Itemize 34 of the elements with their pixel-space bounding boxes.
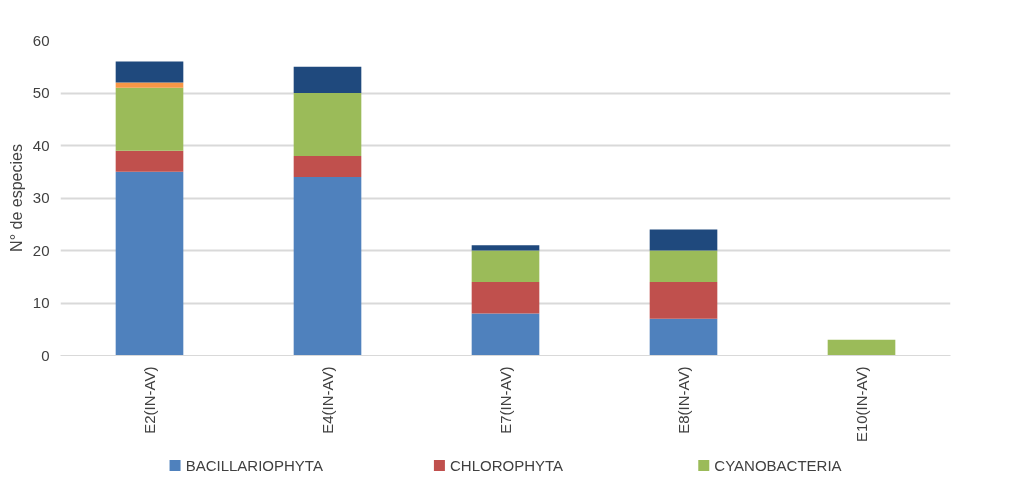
y-tick-label: 40 xyxy=(32,136,50,154)
bar xyxy=(649,229,718,251)
bar xyxy=(649,318,718,356)
x-tick-label: E10(IN-AV) xyxy=(853,366,870,443)
bar xyxy=(115,61,184,83)
x-tick-label: E4(IN-AV) xyxy=(319,366,336,434)
bar xyxy=(649,250,718,282)
bar xyxy=(293,177,362,356)
y-tick-label: 30 xyxy=(32,189,50,206)
bar xyxy=(293,66,362,93)
bar xyxy=(471,313,540,356)
y-tick-label: 60 xyxy=(32,31,50,49)
bar xyxy=(471,282,540,314)
bar xyxy=(115,171,184,356)
bar xyxy=(293,156,362,177)
bar xyxy=(115,82,184,88)
y-tick-label: 50 xyxy=(32,84,50,101)
bar xyxy=(115,150,184,172)
legend-label: CHLOROPHYTA xyxy=(449,457,564,474)
y-tick-label: 10 xyxy=(32,294,50,311)
x-tick-label: E8(IN-AV) xyxy=(675,366,692,434)
bar xyxy=(115,87,184,151)
bar xyxy=(293,93,362,156)
bar xyxy=(471,250,540,282)
bar xyxy=(827,339,896,356)
bar xyxy=(649,282,718,319)
y-tick-label: 0 xyxy=(41,346,50,364)
x-tick-label: E2(IN-AV) xyxy=(141,366,158,434)
bar xyxy=(471,245,540,251)
legend-label: CYANOBACTERIA xyxy=(714,457,842,474)
y-tick-label: 20 xyxy=(32,241,50,259)
y-axis-title: N° de especies xyxy=(7,144,25,252)
legend-label: BACILLARIOPHYTA xyxy=(185,457,323,474)
x-tick-label: E7(IN-AV) xyxy=(497,366,514,434)
